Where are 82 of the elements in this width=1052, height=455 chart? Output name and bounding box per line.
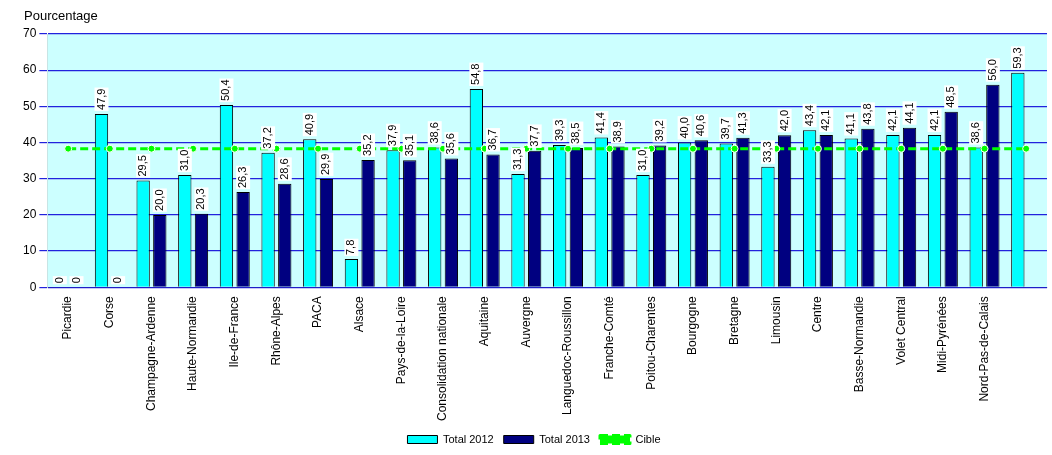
x-tick-label: Poitou-Charentes xyxy=(643,296,658,390)
data-label: 0 xyxy=(69,277,82,284)
data-label: 39,2 xyxy=(652,120,665,142)
data-label: 42,1 xyxy=(927,109,940,131)
x-tick-label: Bretagne xyxy=(726,295,741,345)
x-tick-label: Midi-Pyrénées xyxy=(935,296,950,373)
data-label: 37,7 xyxy=(527,125,540,147)
x-tick-label: Auvergne xyxy=(518,295,533,348)
x-tick-label: Nord-Pas-de-Calais xyxy=(976,296,991,402)
data-label: 38,5 xyxy=(569,122,582,144)
data-label: 20,0 xyxy=(152,189,165,211)
legend-label: Cible xyxy=(635,432,661,445)
x-tick-label: Haute-Normandie xyxy=(185,295,200,391)
x-tick-label: Bourgogne xyxy=(685,295,700,355)
data-label: 37,2 xyxy=(261,127,274,149)
data-label: 28,6 xyxy=(277,158,290,180)
x-tick-label: Alsace xyxy=(352,295,367,333)
y-tick-label: 10 xyxy=(22,243,37,258)
data-label: 56,0 xyxy=(985,59,998,81)
data-label: 41,1 xyxy=(844,113,857,135)
data-label: 42,1 xyxy=(885,109,898,131)
legend-label: Total 2012 xyxy=(442,432,494,445)
data-label: 20,3 xyxy=(194,188,207,210)
y-tick-label: 0 xyxy=(29,279,37,294)
data-label: 39,7 xyxy=(719,118,732,140)
x-tick-label: Franche-Comté xyxy=(601,295,616,380)
data-label: 48,5 xyxy=(944,86,957,108)
data-label: 40,0 xyxy=(677,117,690,139)
x-tick-label: Ile-de-France xyxy=(227,295,242,368)
data-label: 44,1 xyxy=(902,102,915,124)
data-label: 43,8 xyxy=(860,103,873,125)
x-tick-label: Pays-de-la-Loire xyxy=(393,295,408,385)
y-tick-label: 60 xyxy=(22,62,37,77)
x-tick-label: Limousin xyxy=(768,296,783,345)
y-tick-label: 70 xyxy=(22,26,37,41)
data-label: 29,9 xyxy=(319,153,332,176)
data-label: 0 xyxy=(52,277,65,284)
data-label: 33,3 xyxy=(760,141,773,163)
data-label: 31,0 xyxy=(636,149,649,172)
data-label: 41,3 xyxy=(735,112,748,134)
y-tick-label: 20 xyxy=(22,207,37,222)
x-tick-label: Basse-Normandie xyxy=(851,295,866,393)
data-label: 31,0 xyxy=(177,149,190,172)
data-label: 43,4 xyxy=(802,104,815,127)
data-label: 31,3 xyxy=(511,148,524,171)
data-label: 35,1 xyxy=(402,134,415,157)
data-label: 0 xyxy=(111,277,124,284)
legend-label: Total 2013 xyxy=(539,432,590,445)
x-tick-label: Corse xyxy=(102,295,117,329)
x-tick-label: Centre xyxy=(810,295,825,333)
x-tick-label: PACA xyxy=(310,296,325,329)
y-axis-title: Pourcentage xyxy=(24,8,98,23)
data-label: 40,6 xyxy=(694,114,707,137)
data-label: 42,1 xyxy=(819,109,832,131)
data-label: 35,2 xyxy=(361,134,374,156)
x-tick-label: Picardie xyxy=(60,295,75,340)
x-tick-label: Languedoc-Roussillon xyxy=(560,296,575,415)
data-label: 37,9 xyxy=(386,124,399,147)
data-label: 7,8 xyxy=(344,239,357,256)
data-label: 38,6 xyxy=(969,122,982,144)
data-label: 38,6 xyxy=(427,122,440,144)
x-tick-label: Consolidation nationale xyxy=(435,295,450,422)
data-label: 38,9 xyxy=(611,121,624,143)
x-tick-label: Rhône-Alpes xyxy=(268,296,283,366)
data-label: 36,7 xyxy=(486,129,499,151)
data-label: 40,9 xyxy=(302,113,315,136)
y-tick-label: 30 xyxy=(22,171,37,186)
y-tick-label: 50 xyxy=(22,98,37,113)
data-label: 39,3 xyxy=(552,119,565,142)
x-tick-label: Volet Central xyxy=(893,296,908,365)
data-label: 47,9 xyxy=(94,88,107,110)
data-label: 26,3 xyxy=(236,166,249,189)
data-label: 41,4 xyxy=(594,112,607,134)
x-tick-label: Champagne-Ardenne xyxy=(143,295,158,411)
data-label: 50,4 xyxy=(219,79,232,101)
data-label: 42,0 xyxy=(777,109,790,132)
data-label: 35,6 xyxy=(444,133,457,155)
y-tick-label: 40 xyxy=(22,134,37,149)
x-tick-label: Aquitaine xyxy=(477,295,492,347)
data-label: 29,5 xyxy=(136,155,149,177)
data-label: 54,8 xyxy=(469,63,482,85)
data-label: 59,3 xyxy=(1010,47,1023,69)
